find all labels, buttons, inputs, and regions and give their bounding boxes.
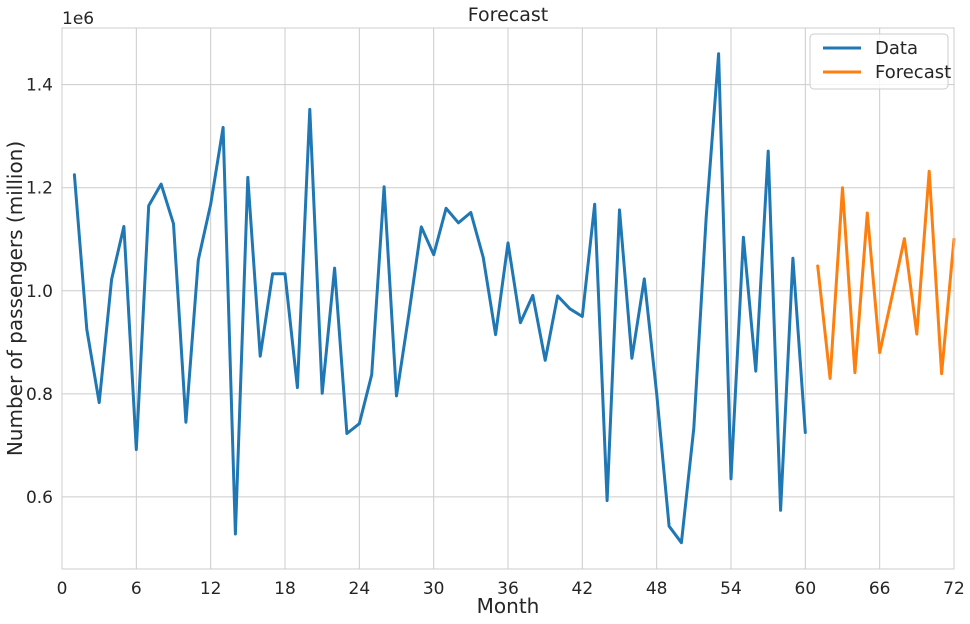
x-tick-labels: 0 6 12 18 24 30 36 42 48 54 60 66 72 xyxy=(57,579,965,599)
y-tick-label: 1.0 xyxy=(26,282,53,302)
series-lines xyxy=(72,52,956,545)
x-tick-label: 66 xyxy=(869,579,891,599)
x-tick-label: 30 xyxy=(423,579,445,599)
x-tick-label: 54 xyxy=(720,579,742,599)
legend-label-forecast: Forecast xyxy=(875,62,951,83)
y-axis-offset-text: 1e6 xyxy=(62,9,94,29)
series-line-forecast xyxy=(816,169,956,380)
x-tick-label: 6 xyxy=(131,579,142,599)
chart-title: Forecast xyxy=(468,4,548,26)
x-axis-label: Month xyxy=(477,594,540,618)
x-tick-label: 48 xyxy=(646,579,668,599)
x-tick-label: 36 xyxy=(497,579,519,599)
y-tick-label: 1.4 xyxy=(26,76,53,96)
series-line-data xyxy=(72,52,807,545)
x-tick-label: 0 xyxy=(57,579,68,599)
y-axis-label: Number of passengers (million) xyxy=(3,141,27,456)
x-tick-label: 72 xyxy=(943,579,965,599)
legend: Data Forecast xyxy=(809,33,951,90)
y-tick-labels: 0.6 0.8 1.0 1.2 1.4 xyxy=(26,76,53,508)
plot-frame xyxy=(61,27,955,570)
x-tick-label: 18 xyxy=(274,579,296,599)
y-tick-label: 0.8 xyxy=(26,385,53,405)
y-tick-label: 1.2 xyxy=(26,179,53,199)
x-tick-label: 24 xyxy=(349,579,371,599)
y-tick-label: 0.6 xyxy=(26,488,53,508)
legend-label-data: Data xyxy=(875,38,918,59)
x-tick-label: 42 xyxy=(572,579,594,599)
x-tick-label: 60 xyxy=(795,579,817,599)
x-tick-label: 12 xyxy=(200,579,222,599)
